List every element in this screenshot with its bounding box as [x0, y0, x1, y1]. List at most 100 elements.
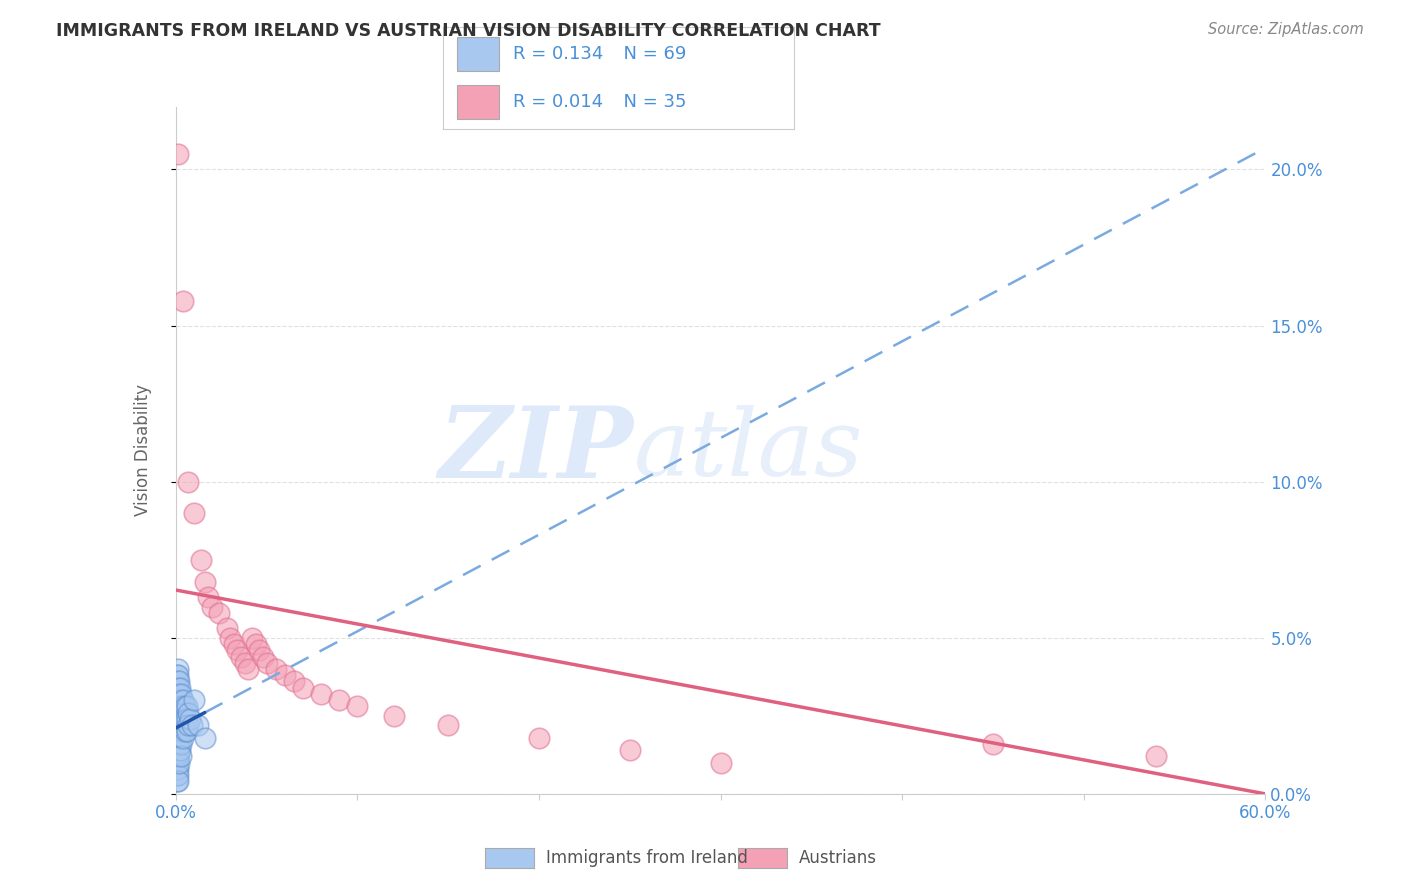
Point: [172, 693, 194, 707]
Point: [167, 706, 190, 720]
FancyBboxPatch shape: [457, 86, 499, 119]
Point: [201, 599, 224, 614]
Point: [190, 552, 212, 567]
Point: [166, 749, 188, 764]
Point: [169, 743, 191, 757]
Point: [169, 687, 191, 701]
Point: [226, 643, 249, 657]
Point: [256, 656, 278, 670]
Point: [166, 693, 188, 707]
Point: [238, 662, 260, 676]
Point: [166, 662, 188, 676]
Text: R = 0.014: R = 0.014: [513, 93, 603, 112]
Point: [172, 293, 194, 308]
Point: [527, 731, 550, 745]
Point: [166, 699, 188, 714]
Point: [167, 740, 190, 755]
Point: [169, 718, 191, 732]
Point: [981, 737, 1004, 751]
Point: [169, 681, 191, 695]
Point: [166, 774, 188, 789]
Point: [166, 743, 188, 757]
Text: N = 35: N = 35: [612, 93, 686, 112]
Point: [170, 712, 193, 726]
Point: [167, 693, 190, 707]
Point: [233, 656, 256, 670]
Point: [328, 693, 350, 707]
Point: [194, 731, 217, 745]
Point: [170, 724, 193, 739]
Point: [710, 756, 733, 770]
Point: [215, 621, 238, 635]
Point: [222, 637, 245, 651]
Text: Source: ZipAtlas.com: Source: ZipAtlas.com: [1208, 22, 1364, 37]
Point: [167, 681, 190, 695]
Point: [167, 731, 190, 745]
Point: [309, 687, 332, 701]
Point: [183, 506, 205, 520]
Point: [382, 708, 405, 723]
Point: [170, 737, 193, 751]
Point: [169, 706, 191, 720]
Point: [291, 681, 314, 695]
Point: [166, 753, 188, 767]
Point: [166, 712, 188, 726]
Point: [170, 687, 193, 701]
Point: [197, 591, 219, 605]
Point: [166, 768, 188, 782]
Y-axis label: Vision Disability: Vision Disability: [134, 384, 152, 516]
Point: [166, 668, 188, 682]
Point: [181, 718, 204, 732]
Point: [173, 712, 195, 726]
Point: [176, 699, 198, 714]
Point: [186, 718, 209, 732]
Point: [194, 574, 217, 589]
Point: [183, 693, 205, 707]
Point: [166, 724, 188, 739]
Point: [167, 668, 190, 682]
Point: [169, 712, 191, 726]
Point: [172, 706, 194, 720]
Point: [166, 762, 188, 776]
Point: [172, 731, 194, 745]
Point: [177, 718, 200, 732]
Text: IMMIGRANTS FROM IRELAND VS AUSTRIAN VISION DISABILITY CORRELATION CHART: IMMIGRANTS FROM IRELAND VS AUSTRIAN VISI…: [56, 22, 882, 40]
Point: [166, 718, 188, 732]
Point: [208, 606, 231, 620]
Point: [169, 699, 191, 714]
Text: ZIP: ZIP: [439, 402, 633, 499]
Point: [166, 774, 188, 789]
Point: [437, 718, 460, 732]
Point: [173, 724, 195, 739]
Point: [274, 668, 297, 682]
Point: [166, 740, 188, 755]
Point: [166, 146, 188, 161]
Point: [172, 718, 194, 732]
Text: N = 69: N = 69: [612, 45, 686, 63]
Point: [177, 706, 200, 720]
Text: R = 0.134: R = 0.134: [513, 45, 603, 63]
Point: [283, 674, 305, 689]
Point: [169, 737, 191, 751]
Point: [169, 756, 191, 770]
Point: [176, 724, 198, 739]
Point: [264, 662, 287, 676]
Point: [231, 649, 253, 664]
Point: [247, 643, 270, 657]
Point: [170, 749, 193, 764]
Point: [166, 762, 188, 776]
Point: [169, 746, 191, 760]
Point: [166, 731, 188, 745]
FancyBboxPatch shape: [457, 37, 499, 70]
Point: [176, 712, 198, 726]
Point: [170, 699, 193, 714]
Point: [173, 699, 195, 714]
Point: [166, 733, 188, 747]
Point: [1146, 749, 1168, 764]
Point: [166, 681, 188, 695]
Point: [169, 693, 191, 707]
Point: [169, 724, 191, 739]
Point: [619, 743, 641, 757]
Point: [169, 674, 191, 689]
Point: [240, 631, 263, 645]
